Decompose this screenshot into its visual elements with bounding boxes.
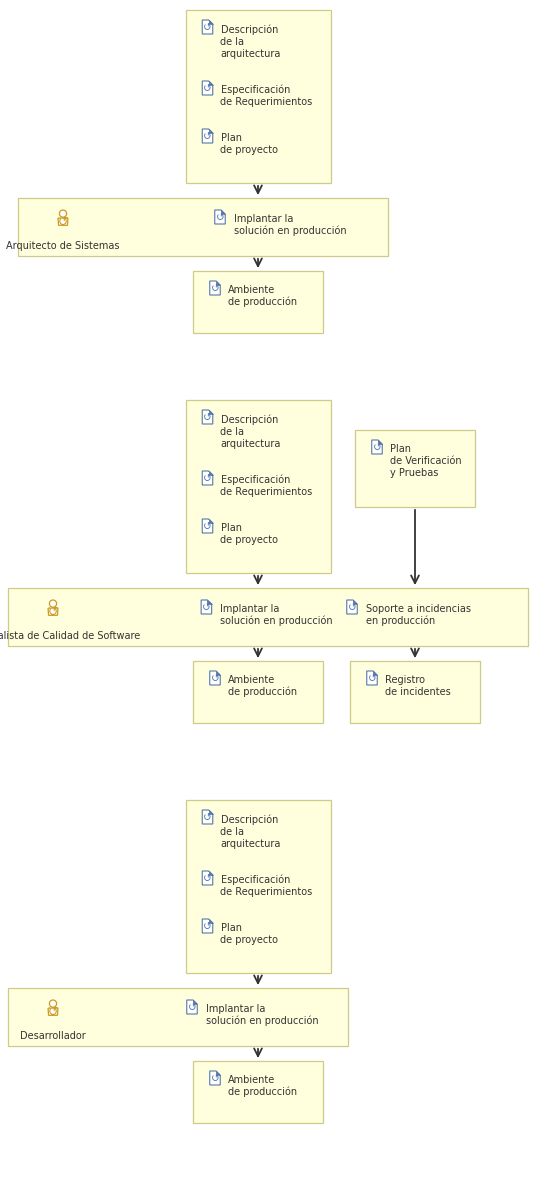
Text: ↺: ↺ xyxy=(211,674,219,683)
Bar xyxy=(185,10,331,183)
Bar xyxy=(8,588,528,646)
Text: Descripción
de la
arquitectura: Descripción de la arquitectura xyxy=(220,414,281,449)
Text: Descripción
de la
arquitectura: Descripción de la arquitectura xyxy=(220,814,281,849)
Bar xyxy=(193,271,323,333)
Polygon shape xyxy=(202,20,213,34)
Polygon shape xyxy=(202,80,213,95)
Polygon shape xyxy=(367,671,377,685)
Polygon shape xyxy=(193,1000,197,1004)
Text: ↺: ↺ xyxy=(203,84,212,94)
Polygon shape xyxy=(202,129,213,143)
Polygon shape xyxy=(378,440,382,444)
Text: ↺: ↺ xyxy=(203,921,212,932)
Polygon shape xyxy=(209,809,213,814)
Bar xyxy=(193,661,323,723)
Text: ↺: ↺ xyxy=(203,473,212,484)
Bar xyxy=(185,800,331,973)
Polygon shape xyxy=(209,129,213,133)
Polygon shape xyxy=(221,210,225,214)
Polygon shape xyxy=(48,608,58,615)
Polygon shape xyxy=(187,1000,197,1014)
Text: Ambiente
de producción: Ambiente de producción xyxy=(228,1075,297,1098)
Polygon shape xyxy=(201,600,212,614)
Bar xyxy=(8,988,348,1046)
Text: Implantar la
solución en producción: Implantar la solución en producción xyxy=(234,214,347,237)
Polygon shape xyxy=(209,919,213,924)
Polygon shape xyxy=(210,671,220,685)
Text: ↺: ↺ xyxy=(203,873,212,884)
Text: Implantar la
solución en producción: Implantar la solución en producción xyxy=(206,1004,318,1027)
Polygon shape xyxy=(209,20,213,24)
Text: Implantar la
solución en producción: Implantar la solución en producción xyxy=(220,604,333,626)
Text: Plan
de proyecto: Plan de proyecto xyxy=(220,522,279,545)
Text: Plan
de proyecto: Plan de proyecto xyxy=(220,924,279,945)
Text: ↺: ↺ xyxy=(188,1003,196,1012)
Text: ↺: ↺ xyxy=(48,607,58,619)
Bar xyxy=(185,400,331,573)
Text: ↺: ↺ xyxy=(203,132,212,142)
Text: Especificación
de Requerimientos: Especificación de Requerimientos xyxy=(220,85,312,107)
Text: Especialista de Calidad de Software: Especialista de Calidad de Software xyxy=(0,631,140,641)
Text: Plan
de proyecto: Plan de proyecto xyxy=(220,133,279,155)
Circle shape xyxy=(59,210,66,217)
Polygon shape xyxy=(202,519,213,533)
Polygon shape xyxy=(209,80,213,85)
Text: Descripción
de la
arquitectura: Descripción de la arquitectura xyxy=(220,24,281,59)
Text: ↺: ↺ xyxy=(203,413,212,423)
Text: ↺: ↺ xyxy=(347,603,356,613)
Text: ↺: ↺ xyxy=(368,674,376,683)
Polygon shape xyxy=(209,871,213,876)
Polygon shape xyxy=(215,210,225,225)
Text: ↺: ↺ xyxy=(203,813,212,823)
Polygon shape xyxy=(216,1071,220,1075)
Polygon shape xyxy=(202,471,213,485)
Text: Especificación
de Requerimientos: Especificación de Requerimientos xyxy=(220,874,312,897)
Polygon shape xyxy=(373,671,377,675)
Polygon shape xyxy=(202,871,213,885)
Text: Especificación
de Requerimientos: Especificación de Requerimientos xyxy=(220,474,312,497)
Polygon shape xyxy=(58,219,68,226)
Text: ↺: ↺ xyxy=(58,216,68,229)
Bar xyxy=(18,198,388,256)
Polygon shape xyxy=(210,281,220,295)
Polygon shape xyxy=(209,471,213,476)
Text: ↺: ↺ xyxy=(211,1074,219,1083)
Polygon shape xyxy=(209,410,213,414)
Circle shape xyxy=(49,1000,57,1008)
Polygon shape xyxy=(202,809,213,824)
Text: ↺: ↺ xyxy=(202,603,211,613)
Polygon shape xyxy=(347,600,358,614)
Bar xyxy=(355,430,475,507)
Polygon shape xyxy=(216,671,220,675)
Text: ↺: ↺ xyxy=(203,23,212,32)
Polygon shape xyxy=(202,410,213,424)
Text: Arquitecto de Sistemas: Arquitecto de Sistemas xyxy=(6,241,120,251)
Polygon shape xyxy=(216,281,220,285)
Text: ↺: ↺ xyxy=(215,213,225,222)
Text: Desarrollador: Desarrollador xyxy=(20,1030,86,1041)
Text: Soporte a incidencias
en producción: Soporte a incidencias en producción xyxy=(366,604,471,626)
Bar xyxy=(350,661,480,723)
Text: ↺: ↺ xyxy=(373,443,382,453)
Polygon shape xyxy=(210,1071,220,1085)
Text: Ambiente
de producción: Ambiente de producción xyxy=(228,675,297,698)
Text: Plan
de Verificación
y Pruebas: Plan de Verificación y Pruebas xyxy=(390,444,461,478)
Polygon shape xyxy=(353,600,358,604)
Text: Ambiente
de producción: Ambiente de producción xyxy=(228,285,297,307)
Polygon shape xyxy=(372,440,382,454)
Polygon shape xyxy=(202,919,213,933)
Text: ↺: ↺ xyxy=(203,521,212,532)
Circle shape xyxy=(49,600,57,608)
Polygon shape xyxy=(209,519,213,524)
Polygon shape xyxy=(48,1008,58,1015)
Text: ↺: ↺ xyxy=(211,283,219,294)
Bar xyxy=(193,1060,323,1123)
Text: ↺: ↺ xyxy=(48,1006,58,1020)
Text: Registro
de incidentes: Registro de incidentes xyxy=(385,675,451,697)
Polygon shape xyxy=(207,600,212,604)
